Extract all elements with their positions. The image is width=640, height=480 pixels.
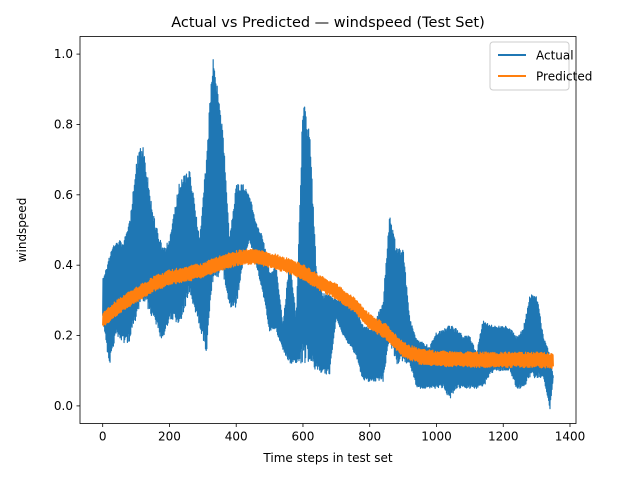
x-tick-label: 600: [292, 430, 315, 444]
x-tick-label: 1400: [555, 430, 586, 444]
y-tick-label: 0.2: [54, 329, 73, 343]
x-tick-label: 200: [158, 430, 181, 444]
legend-actual-label: Actual: [536, 49, 574, 63]
x-tick-label: 0: [99, 430, 107, 444]
x-axis-label: Time steps in test set: [262, 451, 392, 465]
x-tick-label: 1200: [488, 430, 519, 444]
legend: Actual Predicted: [489, 41, 592, 91]
y-axis-label: windspeed: [15, 198, 29, 263]
y-tick-label: 0.4: [54, 258, 73, 272]
x-tick-label: 1000: [421, 430, 452, 444]
axes-frame: [79, 36, 577, 424]
predicted-line: [102, 248, 554, 370]
legend-predicted-label: Predicted: [536, 70, 592, 84]
actual-line: [102, 59, 554, 410]
plot-area: [102, 59, 554, 410]
x-axis-ticks: 0 200 400 600 800 1000 1200 1400: [99, 423, 586, 444]
series-predicted: [102, 248, 554, 370]
chart-title: Actual vs Predicted — windspeed (Test Se…: [171, 15, 485, 31]
y-tick-label: 0.6: [54, 188, 73, 202]
x-tick-label: 400: [225, 430, 248, 444]
y-axis-ticks: 0.0 0.2 0.4 0.6 0.8 1.0: [54, 47, 80, 413]
x-tick-label: 800: [358, 430, 381, 444]
y-tick-label: 1.0: [54, 47, 73, 61]
y-tick-label: 0.8: [54, 117, 73, 131]
y-tick-label: 0.0: [54, 399, 73, 413]
series-actual: [102, 59, 554, 410]
